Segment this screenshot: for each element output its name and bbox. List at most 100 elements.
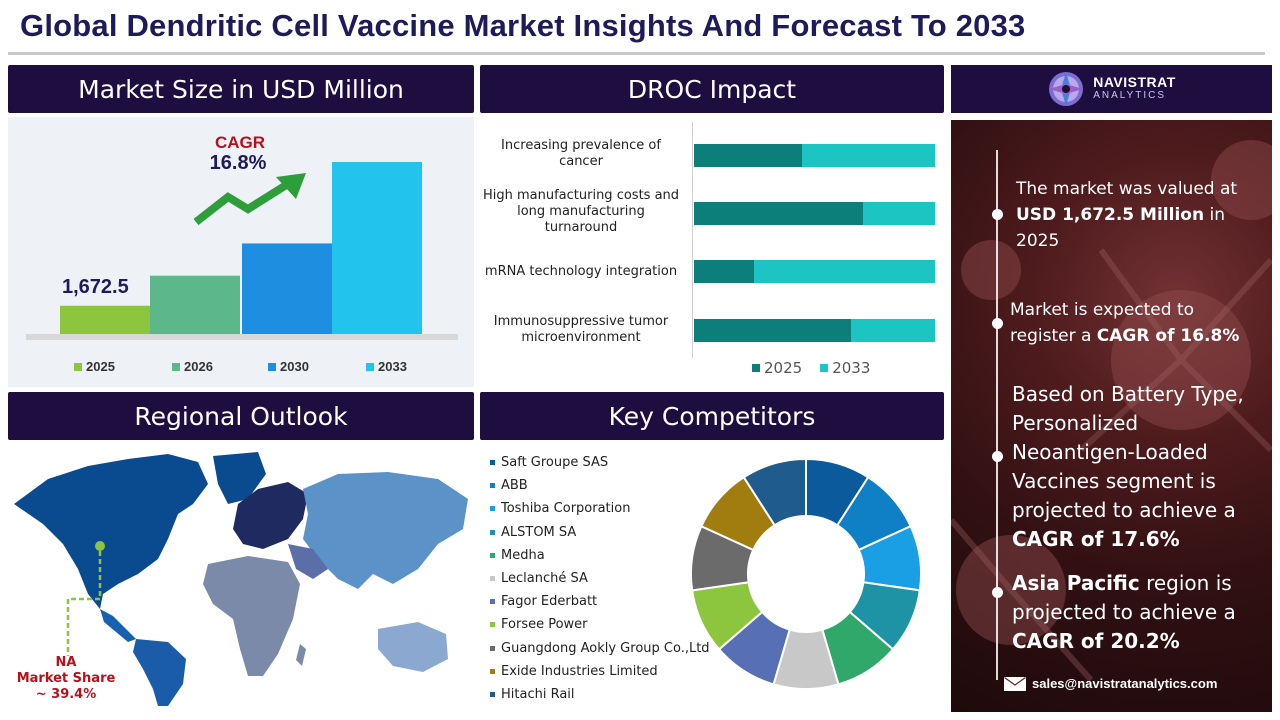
x-swatch-2030 [268, 362, 276, 371]
competitor-bullet [490, 692, 495, 697]
na-marker [95, 541, 105, 551]
regional-header: Regional Outlook [8, 392, 474, 440]
email-contact[interactable]: sales@navistratanalytics.com [1004, 676, 1217, 691]
legend-2033: 2033 [820, 359, 870, 377]
asia-shape [303, 472, 468, 589]
timeline-dot-1 [992, 209, 1003, 220]
insight-4: Asia Pacific region is projected to achi… [1012, 569, 1252, 656]
x-label-text-2026: 2026 [184, 359, 213, 374]
droc-label-1: Increasing prevalence of cancer [501, 138, 661, 169]
brand-bar: NAVISTRAT ANALYTICS [951, 65, 1272, 113]
competitor-item: Hitachi Rail [490, 687, 575, 702]
competitor-name: Exide Industries Limited [501, 663, 658, 679]
insight-2: Market is expected to register a CAGR of… [1010, 297, 1250, 349]
australia-shape [378, 622, 448, 672]
na-callout-line [66, 551, 102, 656]
droc-bar-3-2025 [694, 260, 755, 283]
page-title: Global Dendritic Cell Vaccine Market Ins… [20, 8, 1026, 43]
competitors-heading: Key Competitors [608, 401, 816, 431]
africa-shape [203, 556, 300, 676]
madagascar-shape [296, 644, 306, 666]
insight-4-text: region is projected to achieve a [1012, 571, 1236, 624]
timeline-line [996, 150, 998, 680]
competitor-item: Forsee Power [490, 617, 588, 632]
competitor-name: Forsee Power [501, 617, 588, 633]
droc-label-3: mRNA technology integration [484, 264, 678, 279]
competitor-item: Guangdong Aokly Group Co.,Ltd [490, 641, 710, 656]
cagr-label: CAGR [214, 133, 266, 152]
donut-slices [690, 457, 922, 690]
greenland-shape [213, 452, 266, 504]
droc-bar-3-2033 [754, 260, 935, 283]
competitor-bullet [490, 460, 495, 465]
growth-arrow-icon [193, 173, 306, 226]
market-size-heading: Market Size in USD Million [78, 74, 404, 104]
europe-shape [233, 482, 308, 549]
na-callout-value: ~ 39.4% [35, 687, 97, 702]
competitor-bullet [490, 576, 495, 581]
competitor-item: Fagor Ederbatt [490, 594, 597, 609]
droc-header: DROC Impact [480, 65, 944, 113]
droc-heading: DROC Impact [627, 74, 797, 104]
insights-panel [951, 120, 1272, 712]
competitor-name: Hitachi Rail [501, 687, 575, 702]
email-link[interactable]: sales@navistratanalytics.com [1032, 676, 1218, 691]
na-callout-region: NA [55, 655, 77, 670]
timeline-dot-2 [992, 318, 1003, 329]
x-label-text-2033: 2033 [378, 359, 407, 374]
droc-bar-4-2033 [850, 319, 935, 342]
competitor-name: Medha [501, 547, 545, 563]
insight-4-highlight-region: Asia Pacific [1012, 571, 1140, 595]
competitor-bullet [490, 645, 495, 651]
navistrat-logo-icon [1049, 72, 1084, 106]
na-callout: NA Market Share ~ 39.4% [8, 655, 124, 703]
competitor-bullet [490, 506, 495, 512]
world-map [14, 452, 468, 706]
insight-3: Based on Battery Type, Personalized Neoa… [1012, 380, 1252, 554]
timeline-dot-3 [992, 451, 1003, 462]
market-size-header: Market Size in USD Million [8, 65, 474, 113]
brand-text: NAVISTRAT ANALYTICS [1093, 75, 1176, 102]
market-bars [60, 162, 422, 334]
competitor-name: ABB [501, 478, 528, 494]
insight-4-highlight-cagr: CAGR of 20.2% [1012, 629, 1180, 653]
competitors-header: Key Competitors [480, 392, 944, 440]
competitor-name: Fagor Ederbatt [501, 594, 598, 610]
competitor-item: Medha [490, 548, 545, 563]
competitor-item: Exide Industries Limited [490, 664, 658, 679]
north-america-shape [14, 454, 208, 609]
droc-bar-1-2025 [694, 144, 803, 167]
droc-bar-2-2033 [862, 202, 935, 225]
mail-icon [1004, 676, 1026, 691]
competitor-item: Saft Groupe SAS [490, 455, 608, 470]
competitor-name: Toshiba Corporation [501, 501, 631, 517]
regional-heading: Regional Outlook [134, 401, 348, 431]
insight-1-highlight: USD 1,672.5 Million [1016, 205, 1205, 225]
competitor-bullet [490, 622, 495, 628]
bar-value-label: 1,672.5 [62, 276, 129, 298]
insight-2-highlight: CAGR of 16.8% [1096, 326, 1240, 346]
droc-bar-2-2025 [694, 202, 863, 225]
timeline-dot-4 [992, 587, 1003, 598]
competitor-item: Toshiba Corporation [490, 501, 630, 516]
insight-2-text: Market is expected to register a [1010, 300, 1195, 346]
market-size-chart [26, 162, 458, 340]
title-divider [8, 52, 1265, 55]
competitor-item: Leclanché SA [490, 571, 588, 586]
droc-legend: 2025 2033 [752, 359, 870, 377]
x-label-text-2025: 2025 [86, 359, 115, 374]
x-label-text-2030: 2030 [280, 359, 309, 374]
competitor-item: ABB [490, 478, 528, 493]
legend-2033-label: 2033 [832, 359, 871, 377]
competitor-name: Leclanché SA [501, 571, 588, 586]
droc-label-2: High manufacturing costs and long manufa… [482, 188, 680, 235]
competitor-bullet [490, 483, 495, 489]
competitor-name: Guangdong Aokly Group Co.,Ltd [501, 640, 710, 656]
south-america-shape [133, 639, 186, 706]
insight-3-text: Based on Battery Type, Personalized Neoa… [1012, 382, 1244, 522]
central-america-shape [100, 609, 136, 642]
legend-swatch-2033 [820, 364, 829, 372]
insight-3-highlight: CAGR of 17.6% [1012, 527, 1180, 551]
legend-2025-label: 2025 [764, 359, 803, 377]
virus-background-icon [951, 120, 1272, 712]
